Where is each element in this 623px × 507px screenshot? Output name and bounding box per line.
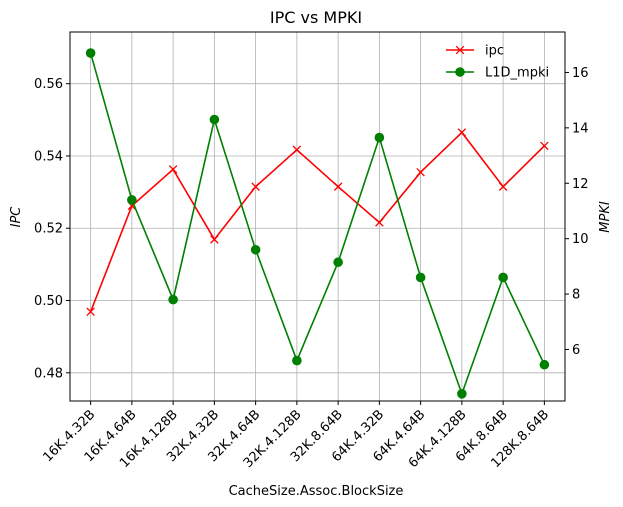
y-tick-label-left: 0.50: [34, 294, 63, 309]
data-x-marker: [540, 141, 549, 151]
y-tick-label-left: 0.52: [34, 222, 63, 237]
series-l1d-mpki: [85, 48, 550, 399]
legend-label: L1D_mpki: [485, 66, 549, 81]
legend-label: ipc: [485, 44, 504, 59]
data-point: [127, 195, 137, 205]
data-x-marker: [416, 167, 425, 177]
data-x-marker: [86, 307, 95, 316]
series-layer: [85, 48, 550, 399]
data-x-marker: [168, 165, 178, 174]
marker-stroke: [375, 218, 384, 227]
y-tick-label-right: 14: [572, 121, 589, 136]
legend-entry: L1D_mpki: [446, 66, 549, 81]
data-point: [415, 272, 426, 283]
marker-stroke: [251, 182, 260, 191]
chart-title: IPC vs MPKI: [270, 8, 362, 27]
y-axis-label-right: MPKI: [598, 201, 613, 233]
marker-stroke: [86, 307, 95, 316]
series-ipc: [86, 128, 549, 316]
y-tick-label-left: 0.56: [34, 77, 63, 92]
data-x-marker: [375, 218, 384, 227]
data-point: [168, 294, 178, 305]
y-tick-label-right: 10: [572, 232, 589, 247]
data-x-marker: [498, 182, 508, 191]
legend-entry: ipc: [446, 44, 504, 59]
marker-stroke: [540, 141, 549, 151]
y-axis-label-left: IPC: [9, 206, 24, 228]
marker-stroke: [498, 182, 508, 191]
y-tick-label-right: 8: [572, 288, 580, 303]
legend-point: [455, 67, 465, 77]
y-tick-label-right: 6: [572, 343, 580, 358]
data-x-marker: [292, 145, 302, 155]
data-point: [539, 359, 550, 370]
marker-stroke: [333, 182, 343, 191]
data-point: [85, 48, 96, 58]
data-x-marker: [210, 235, 219, 244]
data-point: [374, 132, 385, 143]
data-point: [209, 114, 220, 125]
data-point: [292, 355, 302, 366]
y-tick-label-right: 16: [572, 66, 589, 81]
marker-stroke: [210, 235, 219, 244]
marker-stroke: [292, 145, 302, 155]
legend: ipc L1D_mpki: [446, 44, 549, 81]
marker-stroke: [457, 128, 467, 137]
data-x-marker: [457, 128, 467, 137]
y-tick-label-right: 12: [572, 177, 589, 192]
marker-stroke: [168, 165, 178, 174]
axis-ticks: 16K.4.32B16K.4.64B16K.4.128B32K.4.32B32K…: [34, 66, 589, 471]
data-x-marker: [333, 182, 343, 191]
data-point: [457, 388, 467, 399]
series-line: [89, 52, 546, 397]
data-x-marker: [251, 182, 260, 191]
data-point: [498, 272, 508, 283]
marker-stroke: [416, 167, 425, 177]
data-point: [333, 257, 343, 268]
y-tick-label-left: 0.48: [34, 366, 63, 381]
plot-frame: [69, 31, 566, 402]
marker-stroke: [455, 45, 465, 55]
legend-x-marker: [455, 45, 465, 55]
x-axis-label: CacheSize.Assoc.BlockSize: [229, 484, 404, 499]
data-point: [250, 244, 261, 255]
series-line: [89, 131, 545, 313]
grid-lines: [70, 32, 565, 401]
y-tick-label-left: 0.54: [34, 149, 63, 164]
